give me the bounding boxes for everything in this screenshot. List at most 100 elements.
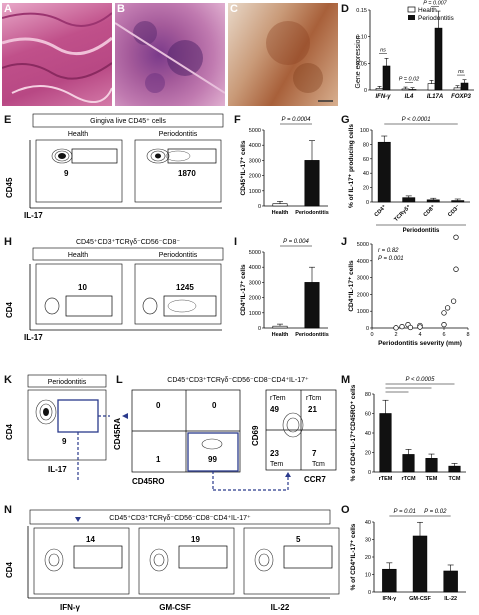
h-gate-perio [163,295,217,317]
f-plot-ylabel: CD45⁺IL-17⁺ cells [240,140,247,195]
f-plot-ytick-label: 3000 [249,158,261,164]
micrograph-a-texture [2,12,112,103]
g-pvalue: P < 0.0001 [402,117,431,123]
i-pvalue: P = 0.004 [283,239,309,245]
n-count: 19 [191,535,200,544]
chart-f: 0 1000 2000 3000 4000 5000 Health Periodontitis… [240,117,329,216]
e-contour-perio [146,148,191,164]
e-health-label: Health [68,131,88,138]
e-title: Gingiva live CD45⁺ cells [90,118,166,125]
l2-xlabel: CCR7 [304,475,326,484]
micrograph-b-texture [115,21,225,94]
j-point [441,310,447,316]
e-title-box [32,113,224,128]
g-plot-area: 0 20 40 60 80 100 CD4⁺ TCRγδ⁺ CD8⁺ CD3⁻ % of IL-17… [348,117,470,234]
d-xtick-label: IL4 [405,94,414,100]
n-contour-outer [44,548,64,572]
g-plot-bar [402,197,416,203]
n-contour-inner [153,553,165,567]
f-plot-bar [272,203,288,207]
j-point [450,298,457,304]
g-plot-ytick-label: 80 [363,142,369,148]
n-title: CD45⁺CD3⁺TCRγδ⁻CD56⁻CD8⁻CD4⁺IL-17⁺ [109,515,251,522]
e-plot-perio [134,139,222,203]
n-gate [283,545,333,569]
f-plot-ytick-label: 1000 [249,189,261,195]
micrograph-c [228,3,338,106]
g-plot-ytick-label: 40 [363,171,369,177]
h-title: CD45⁺CD3⁺TCRγδ⁻CD56⁻CD8⁻ [76,239,180,246]
j-plot-area: 0 1000 2000 3000 4000 5000 0 2 4 6 8 r = 0.82 P = 0.… [348,234,470,347]
d-bar-health [375,88,384,91]
m-plot-ytick-label: 60 [365,412,371,418]
j-xlabel: Periodontitis severity (mm) [378,340,462,347]
k-gate[interactable] [57,399,99,433]
flow-h: CD45⁺CD3⁺TCRγδ⁻CD56⁻CD8⁻ Health Periodon… [5,239,224,342]
m-plot-xtick-label: rTEM [379,476,393,482]
e-contour-health [51,148,73,164]
f-plot-xtick-label: Periodontitis [295,210,329,216]
g-plot-ylabel: % of IL-17⁺ producing cells [348,124,355,208]
i-plot-xtick-label: Periodontitis [295,332,329,338]
panel-label-d: D [341,3,349,15]
m-plot-bar [425,458,438,473]
n-count: 14 [86,535,95,544]
d-stat-label: P = 0.007 [423,0,447,6]
d-ytick-label: 0 [364,88,367,94]
j-ytick-label: 5000 [357,242,369,248]
i-plot-ytick-label: 3000 [249,280,261,286]
g-plot-ytick-label: 0 [366,200,369,206]
n-title-box [29,509,331,525]
o-plot-ylabel: % of CD4⁺IL-17⁺ cells [350,523,357,590]
h-health-label: Health [68,252,88,259]
l-xlabel: CD45RO [132,477,164,486]
g-plot-ytick-label: 20 [363,186,369,192]
h-contour-perio-2 [167,299,197,313]
f-plot-ytick-label: 0 [258,204,261,210]
o-plot-xtick-label: IFN-γ [382,596,397,602]
h-ylabel: CD4 [5,301,14,318]
d-stat-label: ns [458,69,464,75]
j-stat-p: P = 0.001 [378,256,404,262]
o-plot-bar [382,568,397,593]
n-gate [178,545,228,569]
m-plot-ytick-label: 0 [368,470,371,476]
n-contour-inner [48,553,60,567]
d-bar-health [427,83,436,91]
h-count-perio: 1245 [176,283,194,292]
e-ylabel: CD45 [5,177,14,198]
l2-q-ul: 49 [270,405,279,414]
i-plot-area: 0 1000 2000 3000 4000 5000 Health Periodontitis… [240,239,329,338]
l-gate[interactable] [187,432,239,472]
i-plot-ylabel: CD4⁺IL-17⁺ cells [240,264,247,316]
i-plot-ytick-label: 1000 [249,311,261,317]
k-title-box [27,374,107,388]
chart-m: 0 20 40 60 80 rTEM rTCM TEM TCM % of CD4⁺IL-17⁺CD… [350,377,466,482]
l-ylabel: CD45RA [113,418,122,450]
chart-d: Gene expression Health Periodontitis 0 0.… [355,0,474,100]
i-plot-bar [272,325,288,329]
j-xtick-label: 8 [466,332,469,338]
j-stat-r: r = 0.82 [378,248,399,254]
l-title: CD45⁺CD3⁺TCRγδ⁻CD56⁻CD8⁻CD4⁺IL-17⁺ [167,377,309,384]
j-ylabel: CD4⁺IL-17⁺ cells [348,260,355,312]
micrograph-b [115,3,225,106]
micrograph-c-texture [266,21,333,102]
panel-label-i: I [234,236,238,248]
h-xlabel: IL-17 [24,333,43,342]
d-ytick-label: 0.05 [356,61,367,67]
o-plot-ytick-label: 40 [365,520,371,526]
d-bar-health [453,87,462,91]
flow-n: CD45⁺CD3⁺TCRγδ⁻CD56⁻CD8⁻CD4⁺IL-17⁺ 14 19 5… [5,509,340,612]
micrograph-a [2,3,112,106]
n-ylabel: CD4 [5,561,14,578]
j-ytick-label: 1000 [357,309,369,315]
panel-label-m: M [341,374,351,386]
e-plot-health [35,139,123,203]
o-pvalue-1: P = 0.01 [394,509,416,515]
h-perio-label: Periodontitis [159,252,198,259]
m-plot-bar [379,413,392,473]
panel-label-a: A [4,3,12,15]
panel-label-g: G [341,114,350,126]
l-q-ul: 0 [156,401,161,410]
